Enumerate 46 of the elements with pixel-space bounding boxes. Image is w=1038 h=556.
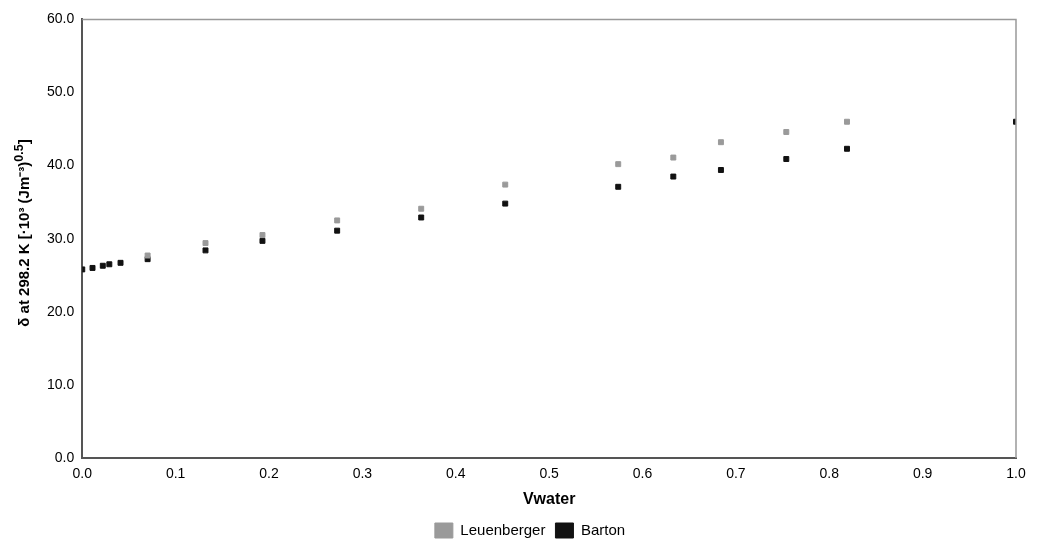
point xyxy=(502,200,509,207)
point xyxy=(615,161,622,168)
point xyxy=(144,252,151,259)
y-tick-label: 30.0 xyxy=(47,229,75,246)
legend-label: Leuenberger xyxy=(460,520,546,538)
point xyxy=(670,154,677,161)
point xyxy=(334,227,341,234)
point xyxy=(418,205,425,212)
y-tick-label: 60.0 xyxy=(47,10,75,27)
point xyxy=(783,156,790,162)
x-tick-label: 1.0 xyxy=(1006,465,1026,482)
x-tick-label: 0.3 xyxy=(352,465,373,482)
x-tick-label: 0.5 xyxy=(539,465,560,482)
y-tick-label: 20.0 xyxy=(47,302,75,319)
x-tick-label: 0.6 xyxy=(632,465,653,482)
point xyxy=(783,129,790,135)
point xyxy=(259,232,266,239)
x-tick-label: 0.1 xyxy=(165,465,186,482)
point xyxy=(259,237,266,244)
point xyxy=(670,173,677,180)
point xyxy=(844,145,850,152)
x-tick-label: 0.2 xyxy=(259,465,279,482)
x-tick-label: 0.4 xyxy=(446,465,466,482)
x-tick-label: 0.7 xyxy=(726,465,746,482)
point xyxy=(202,240,209,247)
x-axis-title: Vwater xyxy=(522,489,576,507)
y-tick-label: 10.0 xyxy=(47,375,75,392)
point xyxy=(717,139,724,146)
point xyxy=(99,262,106,269)
point xyxy=(502,181,509,188)
point xyxy=(844,118,850,125)
point xyxy=(117,259,124,266)
x-tick-label: 0.0 xyxy=(72,465,93,482)
point xyxy=(334,217,341,224)
y-tick-label: 0.0 xyxy=(54,448,75,465)
point xyxy=(615,183,622,190)
point xyxy=(418,214,425,221)
point xyxy=(717,167,724,173)
point xyxy=(202,247,209,254)
x-tick-label: 0.9 xyxy=(912,465,933,482)
x-tick-label: 0.8 xyxy=(819,465,840,482)
legend-label: Barton xyxy=(580,520,626,538)
point xyxy=(89,264,96,271)
point xyxy=(106,261,113,268)
y-tick-label: 50.0 xyxy=(47,83,75,100)
y-tick-label: 40.0 xyxy=(47,156,75,173)
